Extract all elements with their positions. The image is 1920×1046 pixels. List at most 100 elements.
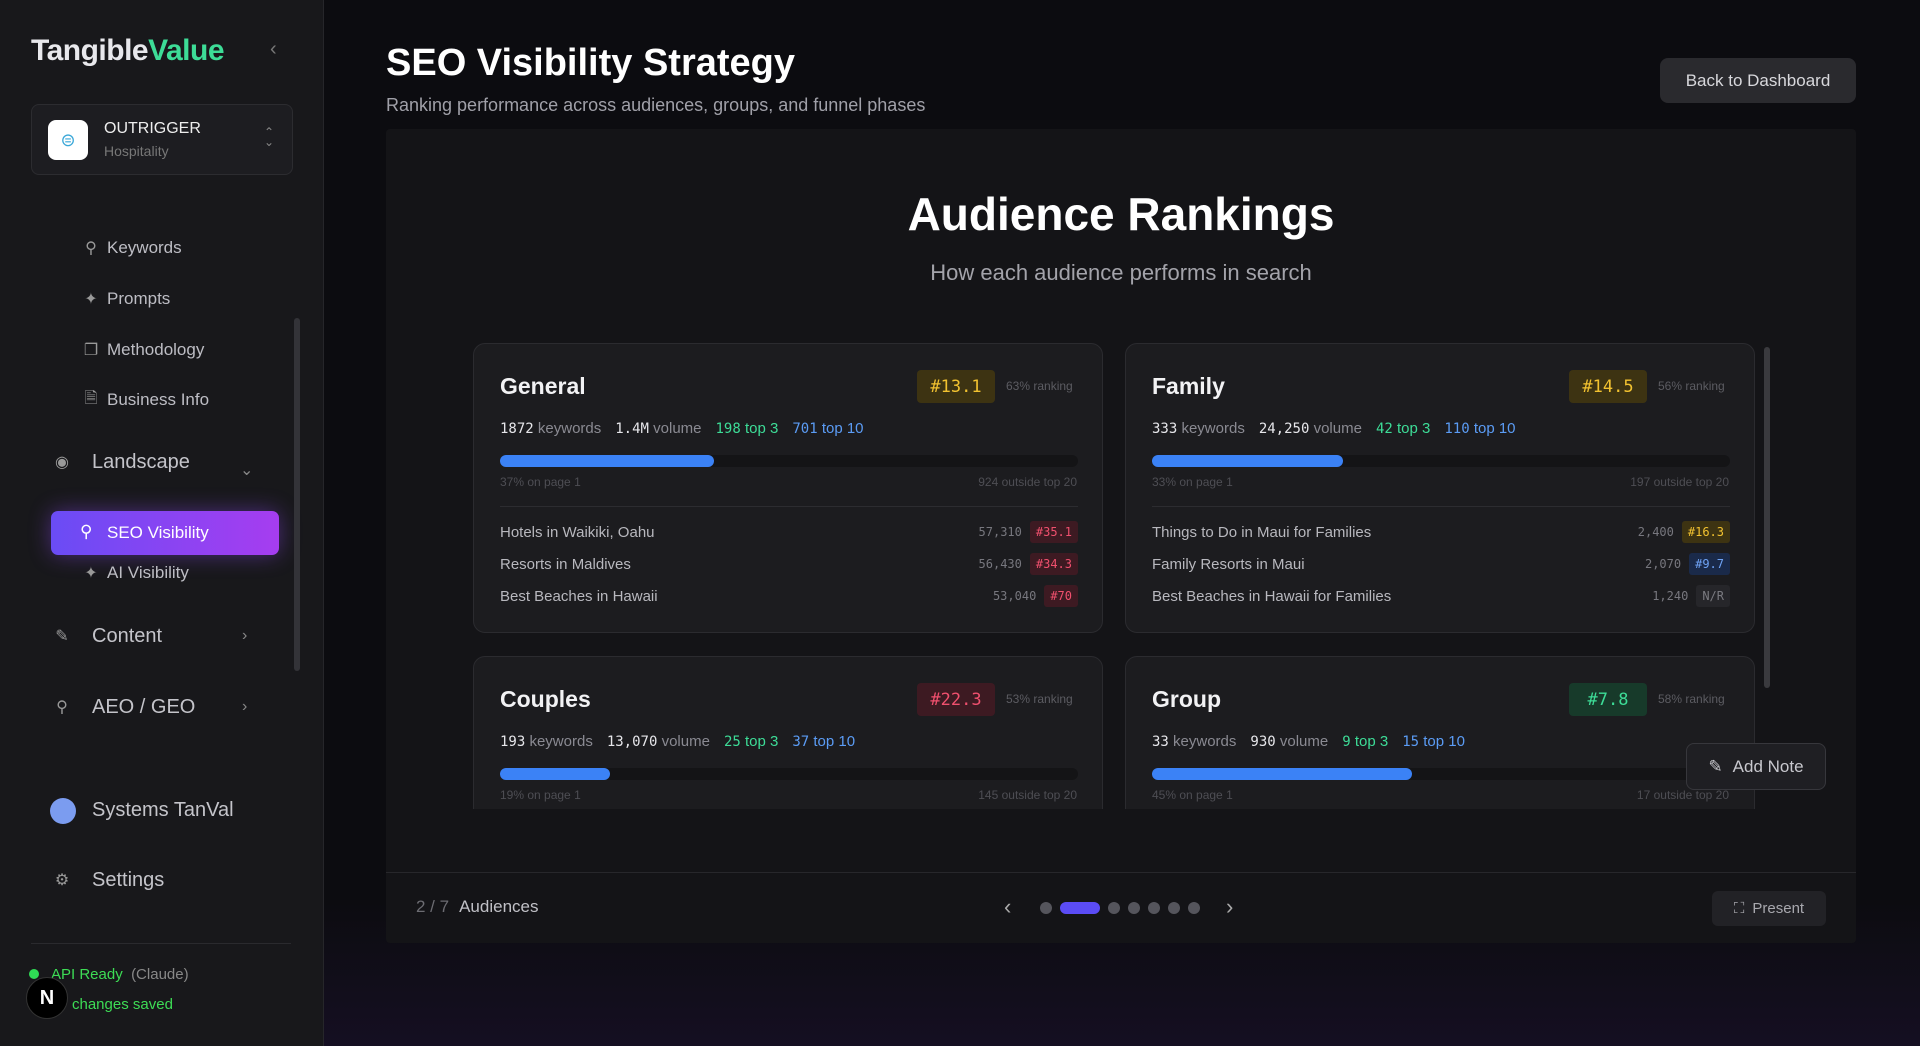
eye-icon: ◉: [55, 454, 69, 471]
rank-badge: #16.3: [1681, 521, 1730, 543]
slide-dot[interactable]: [1148, 902, 1160, 914]
sidebar: TangibleValue ‹ ⊜ OUTRIGGER Hospitality …: [0, 0, 324, 1046]
sparkles-icon: ✦: [84, 565, 98, 582]
keyword-row[interactable]: Best Beaches in Hawaii for Families 1,240…: [1152, 584, 1730, 608]
slide-subtitle: How each audience performs in search: [930, 260, 1312, 285]
audience-stats: 193 keywords 13,070 volume 25 top 3 37 top …: [500, 733, 856, 750]
cards-scrollbar[interactable]: [1764, 347, 1770, 688]
next-slide-button[interactable]: ›: [1226, 894, 1234, 919]
ranking-pct: 58% ranking: [1658, 692, 1725, 706]
progress-fill: [500, 455, 714, 467]
chevron-up-down-icon: ⌃ ⌄: [263, 125, 274, 149]
page1-label: 33% on page 1: [1152, 475, 1233, 489]
org-switcher[interactable]: ⊜ OUTRIGGER Hospitality ⌃ ⌄: [31, 104, 293, 175]
progress-fill: [1152, 768, 1413, 780]
user-profile[interactable]: Systems TanVal: [50, 798, 280, 824]
fullscreen-icon: ⛶: [1733, 900, 1745, 917]
audience-cards: General #13.1 63% ranking 1872 keywords 1…: [473, 343, 1773, 809]
slide-panel: Audience Rankings How each audience perf…: [386, 129, 1856, 943]
page1-label: 19% on page 1: [500, 788, 581, 802]
outside-label: 924 outside top 20: [978, 475, 1077, 489]
lightbulb-icon: ⚲: [56, 699, 68, 716]
audience-stats: 33 keywords 930 volume 9 top 3 15 top 10: [1152, 733, 1465, 750]
slide-title: Audience Rankings: [907, 188, 1335, 240]
api-status: API Ready (Claude): [51, 966, 189, 983]
present-button[interactable]: ⛶ Present: [1712, 891, 1826, 926]
progress-fill: [1152, 455, 1343, 467]
audience-name: Family: [1152, 373, 1225, 399]
sidebar-item-seo-visibility[interactable]: ⚲ SEO Visibility: [51, 511, 279, 555]
slide-counter: 2 / 7 Audiences: [416, 897, 539, 916]
keyword-row[interactable]: Family Resorts in Maui 2,070 #9.7: [1152, 552, 1730, 576]
page1-label: 37% on page 1: [500, 475, 581, 489]
logo[interactable]: TangibleValue: [31, 34, 225, 67]
prev-slide-button[interactable]: ‹: [1004, 894, 1012, 919]
add-note-button[interactable]: ✎ Add Note: [1686, 743, 1826, 790]
rank-badge: #70: [1044, 585, 1078, 607]
slide-dot[interactable]: [1040, 902, 1052, 914]
ranking-pct: 63% ranking: [1006, 379, 1073, 393]
collapse-sidebar-icon[interactable]: ‹: [270, 38, 277, 60]
document-icon: 🗎: [84, 389, 98, 407]
outside-label: 197 outside top 20: [1630, 475, 1729, 489]
audience-card-group[interactable]: Group #7.8 58% ranking 33 keywords 930 vo…: [1125, 656, 1755, 809]
avg-rank-badge: #22.3: [917, 683, 995, 716]
page1-progress-bar: [1152, 768, 1730, 780]
edit-icon: ✎: [1708, 756, 1723, 776]
status-dot: [29, 969, 39, 979]
outside-label: 17 outside top 20: [1636, 788, 1729, 802]
edit-icon: ✎: [55, 628, 69, 645]
keyword-row[interactable]: Things to Do in Maui for Families 2,400 #1…: [1152, 520, 1730, 544]
page1-label: 45% on page 1: [1152, 788, 1233, 802]
keyword-row[interactable]: Best Beaches in Hawaii 53,040 #70: [500, 584, 1078, 608]
clipboard-icon: ❐: [83, 342, 99, 359]
audience-stats: 333 keywords 24,250 volume 42 top 3 110 top…: [1152, 420, 1516, 437]
divider: [31, 943, 291, 944]
user-avatar: [50, 798, 76, 824]
audience-card-general[interactable]: General #13.1 63% ranking 1872 keywords 1…: [473, 343, 1103, 633]
save-status: changes saved: [72, 996, 173, 1013]
n-avatar[interactable]: N: [26, 977, 68, 1019]
back-to-dashboard-button[interactable]: Back to Dashboard: [1660, 58, 1856, 103]
page1-progress-bar: [500, 768, 1078, 780]
keyword-row[interactable]: Resorts in Maldives 56,430 #34.3: [500, 552, 1078, 576]
outside-label: 145 outside top 20: [978, 788, 1077, 802]
avg-rank-badge: #7.8: [1569, 683, 1647, 716]
divider: [1152, 506, 1730, 507]
gear-icon: ⚙: [54, 872, 70, 889]
audience-stats: 1872 keywords 1.4M volume 198 top 3 701 top…: [500, 420, 864, 437]
audience-name: Couples: [500, 686, 591, 712]
slide-dot[interactable]: [1108, 902, 1120, 914]
audience-card-family[interactable]: Family #14.5 56% ranking 333 keywords 24,…: [1125, 343, 1755, 633]
rank-badge: #34.3: [1029, 553, 1078, 575]
keyword-row[interactable]: Hotels in Waikiki, Oahu 57,310 #35.1: [500, 520, 1078, 544]
audience-name: Group: [1152, 686, 1221, 712]
org-industry: Hospitality: [104, 143, 169, 159]
org-name: OUTRIGGER: [104, 120, 201, 137]
rank-badge: #35.1: [1029, 521, 1078, 543]
page1-progress-bar: [1152, 455, 1730, 467]
sidebar-scrollbar[interactable]: [294, 318, 300, 671]
sparkles-icon: ✦: [84, 291, 98, 308]
org-logo-icon: ⊜: [48, 120, 88, 160]
search-icon: ⚲: [85, 240, 97, 257]
chevron-right-icon: ›: [242, 627, 248, 644]
progress-fill: [500, 768, 610, 780]
avg-rank-badge: #13.1: [917, 370, 995, 403]
avg-rank-badge: #14.5: [1569, 370, 1647, 403]
ranking-pct: 53% ranking: [1006, 692, 1073, 706]
slide-dot[interactable]: [1060, 902, 1100, 914]
slide-dot[interactable]: [1168, 902, 1180, 914]
ranking-pct: 56% ranking: [1658, 379, 1725, 393]
slide-dot[interactable]: [1188, 902, 1200, 914]
page1-progress-bar: [500, 455, 1078, 467]
slide-dot[interactable]: [1128, 902, 1140, 914]
audience-card-couples[interactable]: Couples #22.3 53% ranking 193 keywords 13…: [473, 656, 1103, 809]
page-subtitle: Ranking performance across audiences, gr…: [386, 95, 926, 115]
chevron-right-icon: ›: [242, 698, 248, 715]
page-title: SEO Visibility Strategy: [386, 42, 796, 84]
rank-badge: N/R: [1696, 585, 1730, 607]
audience-name: General: [500, 373, 586, 399]
search-icon: ⚲: [80, 522, 93, 541]
divider: [500, 506, 1078, 507]
